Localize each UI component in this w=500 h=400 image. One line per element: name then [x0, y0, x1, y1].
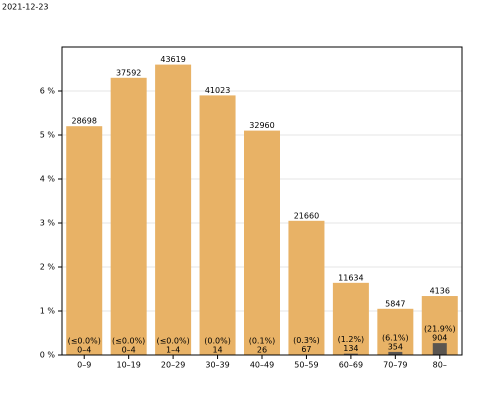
x-tick-label: 20–29 — [161, 361, 185, 370]
x-tick-label: 70–79 — [383, 361, 407, 370]
date-label: 2021-12-23 — [2, 3, 49, 12]
bar — [155, 64, 192, 355]
y-tick-label: 6 % — [40, 87, 56, 96]
death-share-label: (6.1%) — [382, 333, 409, 342]
death-bar — [388, 351, 403, 355]
death-count-label: 26 — [257, 345, 267, 354]
x-tick-label: 50–59 — [294, 361, 318, 370]
bar-value-label: 4136 — [430, 287, 450, 296]
bar-value-label: 32960 — [249, 121, 274, 130]
bar-value-label: 37592 — [116, 68, 141, 77]
death-count-label: 0–4 — [122, 346, 136, 355]
y-tick-label: 3 % — [40, 219, 56, 228]
death-share-label: (0.0%) — [204, 337, 231, 346]
x-tick-label: 80– — [433, 361, 447, 370]
x-tick-label: 60–69 — [339, 361, 363, 370]
bar — [66, 126, 103, 355]
x-tick-label: 30–39 — [205, 361, 229, 370]
bar — [288, 220, 325, 355]
death-count-label: 14 — [212, 346, 222, 355]
bar-value-label: 41023 — [205, 86, 230, 95]
x-tick-label: 10–19 — [116, 361, 140, 370]
x-tick-label: 0–9 — [77, 361, 91, 370]
x-tick-label: 40–49 — [250, 361, 274, 370]
death-share-label: (1.2%) — [338, 335, 365, 344]
y-tick-label: 4 % — [40, 175, 56, 184]
death-count-label: 904 — [432, 334, 447, 343]
bar-value-label: 28698 — [71, 117, 96, 126]
death-share-label: (0.1%) — [249, 336, 276, 345]
y-tick-label: 0 % — [40, 351, 56, 360]
death-share-label: (≤0.0%) — [68, 337, 101, 346]
y-tick-label: 1 % — [40, 307, 56, 316]
bar-value-label: 5847 — [385, 299, 405, 308]
death-count-label: 1–4 — [166, 346, 180, 355]
bar-value-label: 43619 — [160, 55, 185, 64]
death-share-label: (0.3%) — [293, 336, 320, 345]
death-bar — [343, 353, 358, 355]
death-count-label: 0–4 — [77, 346, 91, 355]
death-count-label: 67 — [301, 345, 311, 354]
y-tick-label: 2 % — [40, 263, 56, 272]
death-bar — [432, 343, 447, 355]
bar-value-label: 11634 — [338, 273, 363, 282]
death-share-label: (21.9%) — [424, 325, 456, 334]
plot-frame — [61, 46, 463, 356]
bar — [332, 282, 369, 355]
death-share-label: (≤0.0%) — [156, 337, 189, 346]
y-tick-label: 5 % — [40, 131, 56, 140]
bar — [244, 130, 280, 355]
bar-value-label: 21660 — [294, 211, 319, 220]
bar — [377, 308, 414, 355]
death-count-label: 354 — [388, 342, 403, 351]
death-count-label: 134 — [343, 344, 358, 353]
bar — [199, 95, 236, 356]
bar — [110, 77, 147, 356]
death-share-label: (≤0.0%) — [112, 337, 145, 346]
